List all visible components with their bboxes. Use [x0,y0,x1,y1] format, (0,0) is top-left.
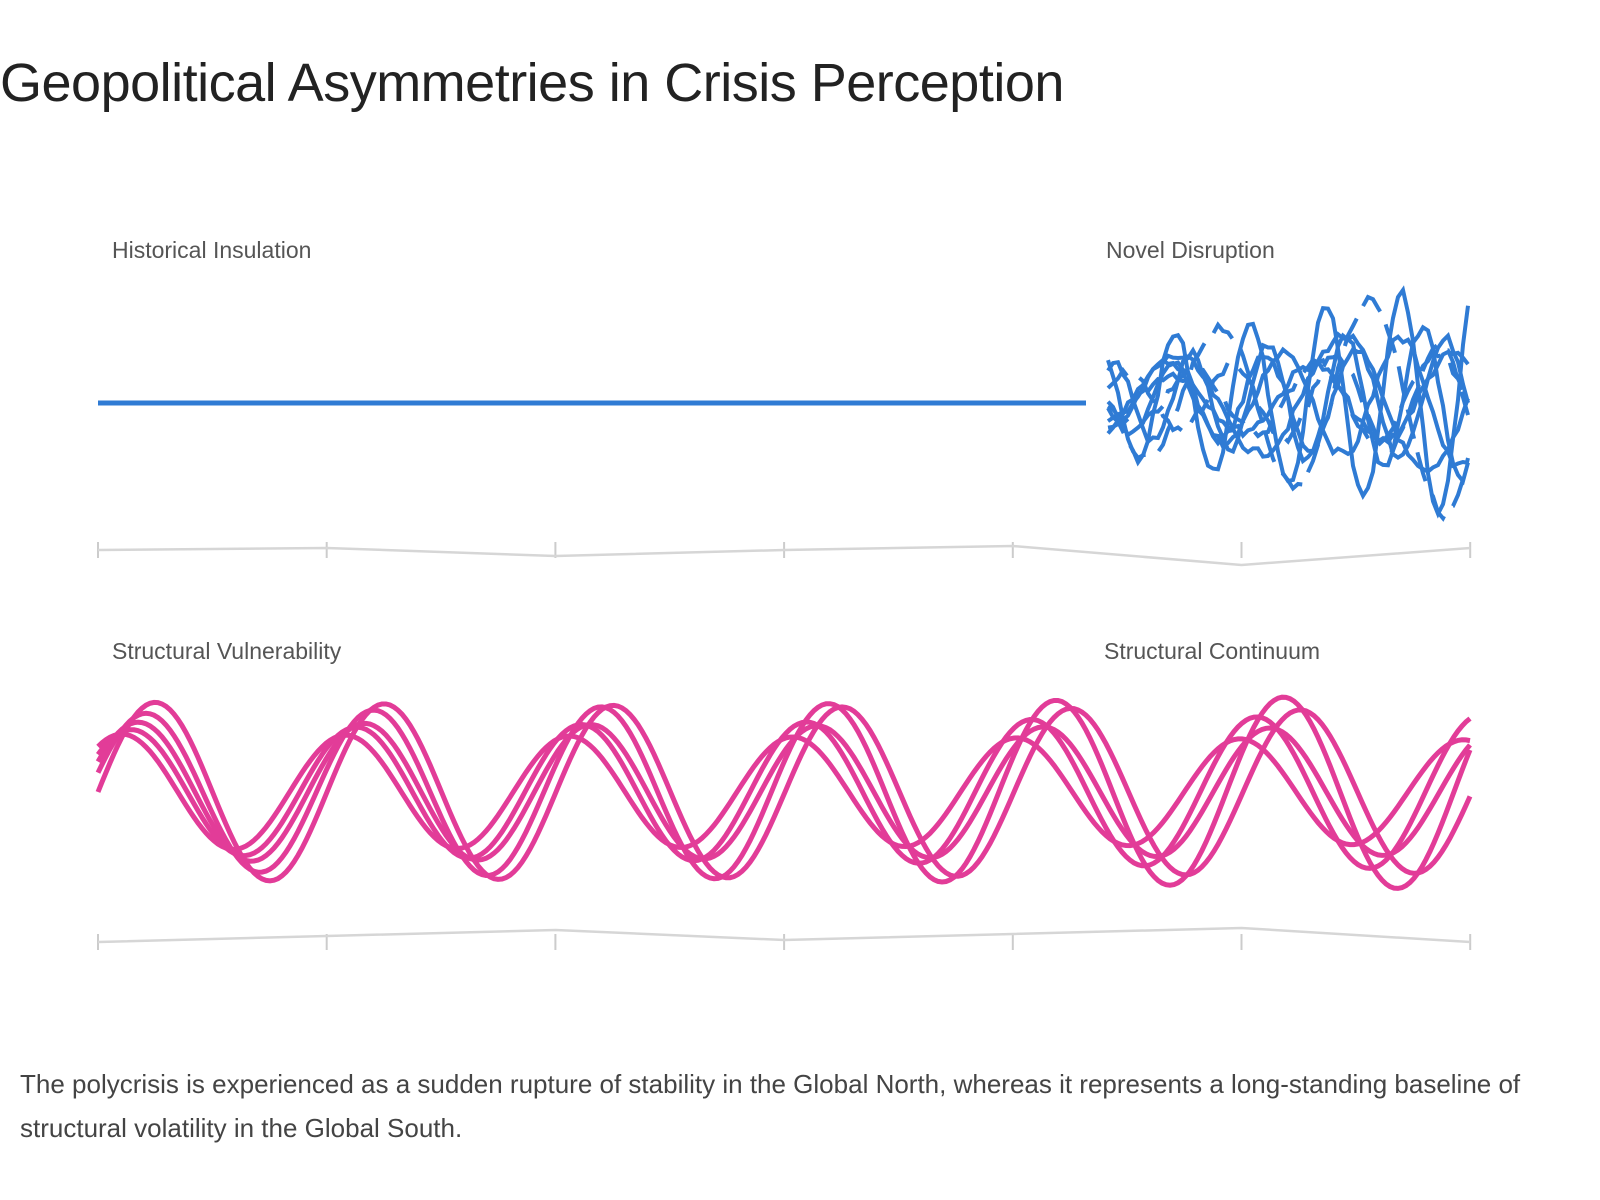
wave [95,719,1472,864]
chaotic-line [1106,331,1470,461]
axis [97,926,1472,950]
panel-label: Historical Insulation [112,237,311,263]
illustration: Historical Insulation Novel Disruption S… [95,237,1473,950]
panel-label: Structural Continuum [1104,638,1320,664]
panel-label: Novel Disruption [1106,237,1275,263]
bottom-panel: Structural Vulnerability Structural Cont… [95,638,1473,950]
chaotic-line [1106,349,1470,448]
axis-line [97,544,1471,567]
chaotic-line [1106,341,1470,453]
wave [96,731,1471,852]
wave [95,694,1473,891]
wave [95,699,1473,884]
chaotic-line [1106,294,1470,522]
wave [96,714,1472,871]
panel-label: Structural Vulnerability [112,638,342,664]
top-panel: Historical Insulation Novel Disruption [97,237,1472,567]
chaotic-lines [1106,285,1470,522]
wave-lines [95,694,1473,891]
axis [97,542,1472,567]
caption: The polycrisis is experienced as a sudde… [20,1069,1521,1143]
chaotic-line [1107,334,1469,469]
title: Geopolitical Asymmetries in Crisis Perce… [0,53,1064,113]
axis-line [97,926,1471,944]
chaotic-line [1106,331,1470,474]
